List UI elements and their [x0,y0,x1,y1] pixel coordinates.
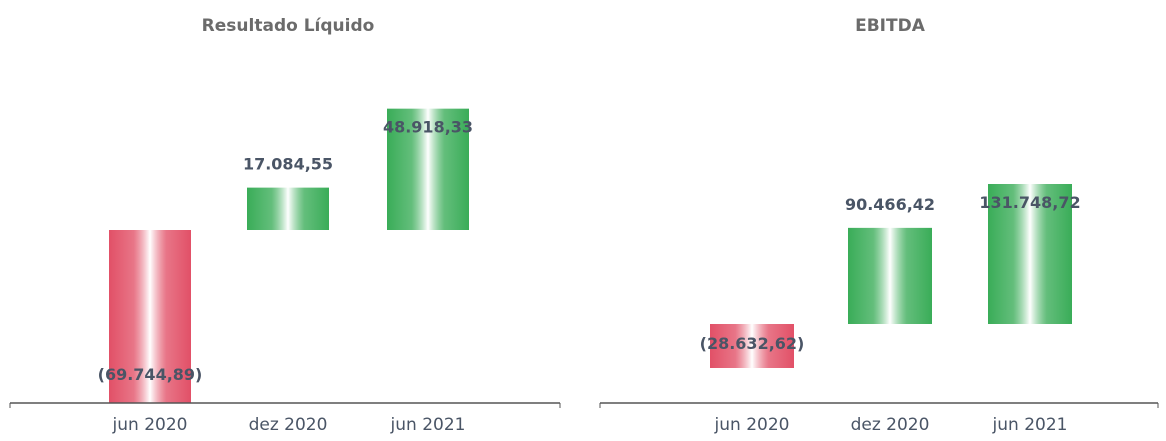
chart-2: EBITDA (28.632,62) jun 2020 90.466,42 dez 20… [599,16,1159,435]
bar-jun-2021 [988,184,1072,324]
tick-label: dez 2020 [249,415,328,435]
chart-title: Resultado Líquido [202,16,375,36]
data-label: (69.744,89) [98,365,203,384]
tick-label: jun 2021 [390,415,466,435]
chart-1: Resultado Líquido (69.744,89) jun 2020 17.0… [9,16,561,435]
tick-label: dez 2020 [851,415,930,435]
chart-title: EBITDA [855,16,926,36]
data-label: 131.748,72 [979,193,1080,212]
tick-label: jun 2020 [112,415,188,435]
data-label: 90.466,42 [845,195,935,214]
tick-label: jun 2021 [992,415,1068,435]
data-label: (28.632,62) [700,334,805,353]
data-label: 17.084,55 [243,155,333,174]
tick-label: jun 2020 [714,415,790,435]
bar-jun-2020 [109,230,191,403]
data-label: 48.918,33 [383,118,473,137]
bar-jun-2021 [387,108,469,230]
bar-dez-2020 [247,187,329,230]
bar-jun-2020 [710,324,794,368]
bar-dez-2020 [848,227,932,324]
